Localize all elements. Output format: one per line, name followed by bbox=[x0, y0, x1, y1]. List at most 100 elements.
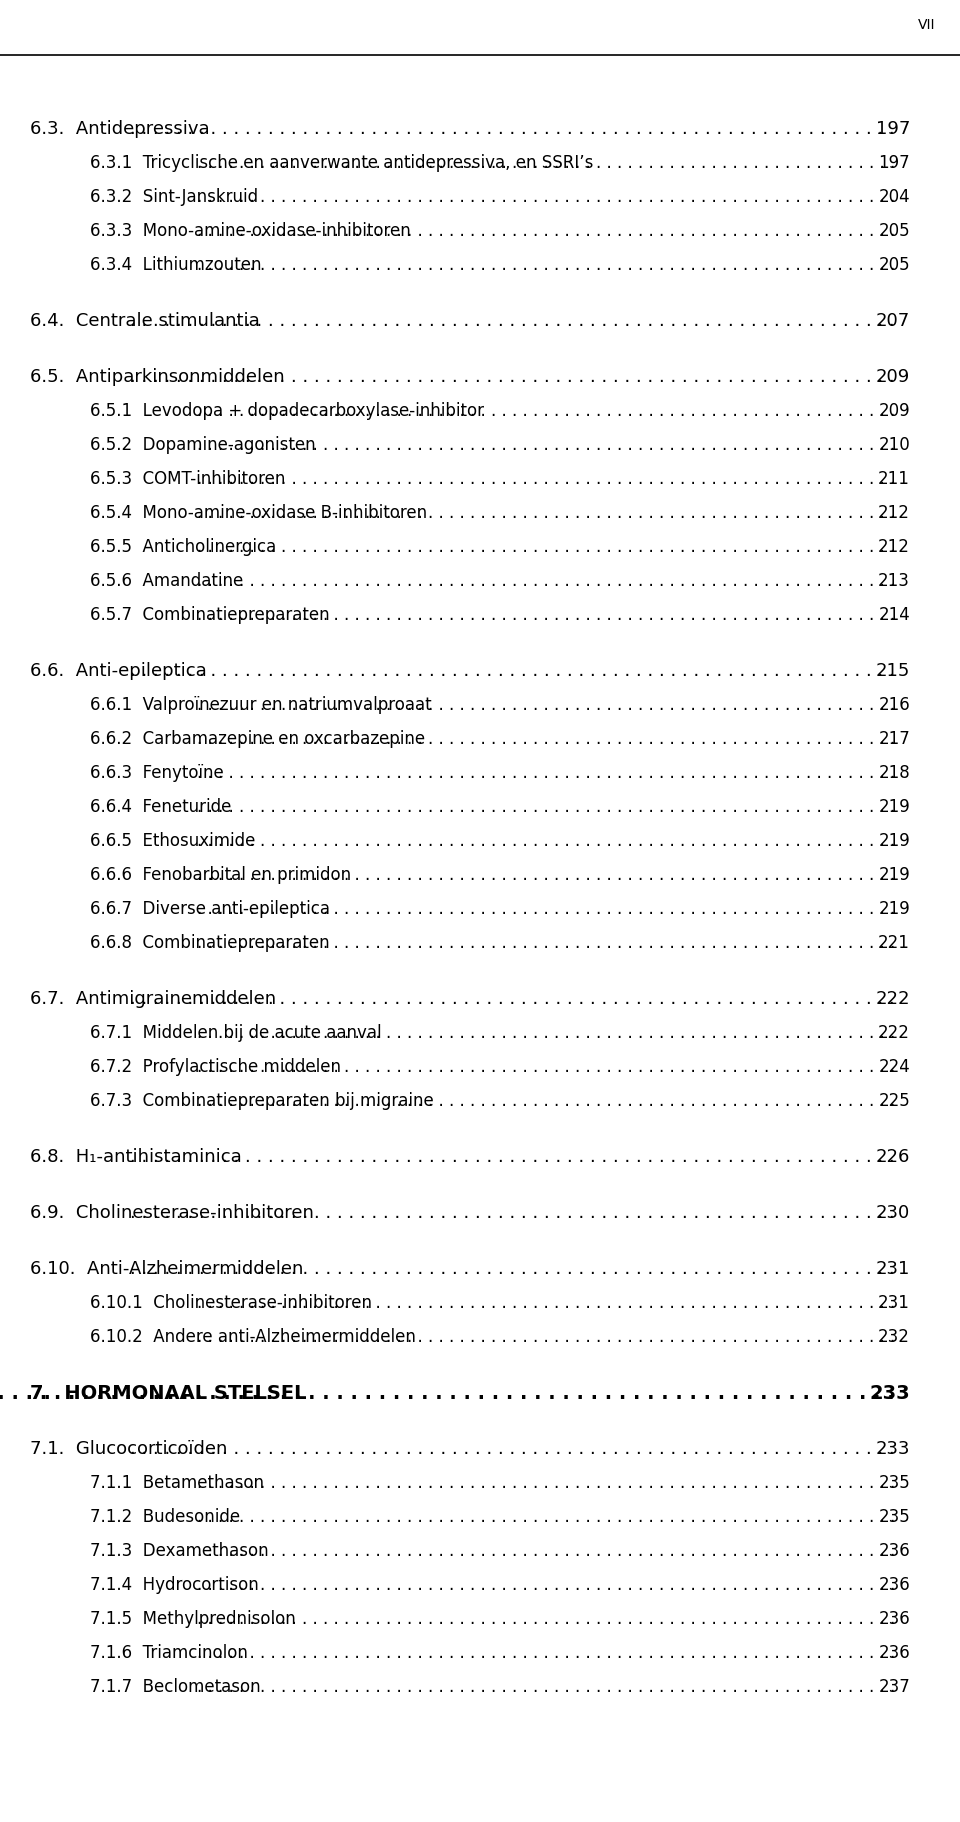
Text: 212: 212 bbox=[878, 537, 910, 556]
Text: 219: 219 bbox=[878, 833, 910, 851]
Text: VII: VII bbox=[918, 18, 935, 33]
Text: 236: 236 bbox=[878, 1643, 910, 1662]
Text: 222: 222 bbox=[876, 989, 910, 1008]
Text: 6.6.6  Fenobarbital en primidon: 6.6.6 Fenobarbital en primidon bbox=[90, 865, 351, 884]
Text: 233: 233 bbox=[876, 1439, 910, 1458]
Text: 7.1.3  Dexamethason: 7.1.3 Dexamethason bbox=[90, 1541, 269, 1560]
Text: . . . . . . . . . . . . . . . . . . . . . . . . . . . . . . . . . . . . . . . . : . . . . . . . . . . . . . . . . . . . . … bbox=[197, 798, 895, 816]
Text: 209: 209 bbox=[876, 368, 910, 386]
Text: . . . . . . . . . . . . . . . . . . . . . . . . . . . . . . . . . . . . . . . . : . . . . . . . . . . . . . . . . . . . . … bbox=[131, 661, 895, 680]
Text: . . . . . . . . . . . . . . . . . . . . . . . . . . . . . . . . . . . . . . . . : . . . . . . . . . . . . . . . . . . . . … bbox=[131, 368, 895, 386]
Text: 209: 209 bbox=[878, 403, 910, 421]
Text: . . . . . . . . . . . . . . . . . . . . . . . . . . . . . . . . . . . . . . . . : . . . . . . . . . . . . . . . . . . . . … bbox=[197, 763, 895, 782]
Text: 210: 210 bbox=[878, 435, 910, 454]
Text: 7.1.7  Beclometason: 7.1.7 Beclometason bbox=[90, 1678, 260, 1696]
Text: . . . . . . . . . . . . . . . . . . . . . . . . . . . . . . . . . . . . . . . . : . . . . . . . . . . . . . . . . . . . . … bbox=[131, 1439, 895, 1458]
Text: 6.6.  Anti-epileptica: 6.6. Anti-epileptica bbox=[30, 661, 206, 680]
Text: 6.5.7  Combinatiepreparaten: 6.5.7 Combinatiepreparaten bbox=[90, 607, 329, 623]
Text: 235: 235 bbox=[878, 1474, 910, 1492]
Text: 6.5.6  Amandatine: 6.5.6 Amandatine bbox=[90, 572, 243, 590]
Text: 219: 219 bbox=[878, 865, 910, 884]
Text: 6.10.2  Andere anti-Alzheimermiddelen: 6.10.2 Andere anti-Alzheimermiddelen bbox=[90, 1328, 416, 1346]
Text: 6.5.5  Anticholinergica: 6.5.5 Anticholinergica bbox=[90, 537, 276, 556]
Text: 6.6.7  Diverse anti-epileptica: 6.6.7 Diverse anti-epileptica bbox=[90, 900, 330, 918]
Text: 6.6.5  Ethosuximide: 6.6.5 Ethosuximide bbox=[90, 833, 255, 851]
Text: 6.4.  Centrale stimulantia: 6.4. Centrale stimulantia bbox=[30, 312, 260, 330]
Text: 7.1.5  Methylprednisolon: 7.1.5 Methylprednisolon bbox=[90, 1611, 296, 1629]
Text: . . . . . . . . . . . . . . . . . . . . . . . . . . . . . . . . . . . . . . . . : . . . . . . . . . . . . . . . . . . . . … bbox=[197, 1024, 895, 1042]
Text: 6.5.1  Levodopa + dopadecarboxylase-inhibitor: 6.5.1 Levodopa + dopadecarboxylase-inhib… bbox=[90, 403, 484, 421]
Text: . . . . . . . . . . . . . . . . . . . . . . . . . . . . . . . . . . . . . . . . : . . . . . . . . . . . . . . . . . . . . … bbox=[197, 1328, 895, 1346]
Text: . . . . . . . . . . . . . . . . . . . . . . . . . . . . . . . . . . . . . . . . : . . . . . . . . . . . . . . . . . . . . … bbox=[197, 222, 895, 241]
Text: 216: 216 bbox=[878, 696, 910, 714]
Text: 207: 207 bbox=[876, 312, 910, 330]
Text: . . . . . . . . . . . . . . . . . . . . . . . . . . . . . . . . . . . . . . . . : . . . . . . . . . . . . . . . . . . . . … bbox=[197, 1294, 895, 1312]
Text: . . . . . . . . . . . . . . . . . . . . . . . . . . . . . . . . . . . . . . . . : . . . . . . . . . . . . . . . . . . . . … bbox=[131, 1148, 895, 1166]
Text: 6.10.  Anti-Alzheimermiddelen: 6.10. Anti-Alzheimermiddelen bbox=[30, 1261, 303, 1277]
Text: . . . . . . . . . . . . . . . . . . . . . . . . . . . . . . . . . . . . . . . . : . . . . . . . . . . . . . . . . . . . . … bbox=[197, 696, 895, 714]
Text: 6.5.  Antiparkinsonmiddelen: 6.5. Antiparkinsonmiddelen bbox=[30, 368, 284, 386]
Text: 6.3.4  Lithiumzouten: 6.3.4 Lithiumzouten bbox=[90, 257, 261, 273]
Text: 231: 231 bbox=[876, 1261, 910, 1277]
Text: . . . . . . . . . . . . . . . . . . . . . . . . . . . . . . . . . . . . . . . . : . . . . . . . . . . . . . . . . . . . . … bbox=[197, 1091, 895, 1110]
Text: 6.5.2  Dopamine-agonisten: 6.5.2 Dopamine-agonisten bbox=[90, 435, 316, 454]
Text: 224: 224 bbox=[878, 1059, 910, 1077]
Text: . . . . . . . . . . . . . . . . . . . . . . . . . . . . . . . . . . . . . . . . : . . . . . . . . . . . . . . . . . . . . … bbox=[197, 607, 895, 623]
Text: 6.3.1  Tricyclische en aanverwante antidepressiva, en SSRI’s: 6.3.1 Tricyclische en aanverwante antide… bbox=[90, 155, 593, 171]
Text: 205: 205 bbox=[878, 222, 910, 241]
Text: 235: 235 bbox=[878, 1509, 910, 1527]
Text: 231: 231 bbox=[878, 1294, 910, 1312]
Text: 218: 218 bbox=[878, 763, 910, 782]
Text: 6.3.  Antidepressiva: 6.3. Antidepressiva bbox=[30, 120, 209, 138]
Text: 219: 219 bbox=[878, 900, 910, 918]
Text: 232: 232 bbox=[878, 1328, 910, 1346]
Text: . . . . . . . . . . . . . . . . . . . . . . . . . . . . . . . . . . . . . . . . : . . . . . . . . . . . . . . . . . . . . … bbox=[131, 1261, 895, 1277]
Text: 6.5.4  Mono-amine-oxidase B-inhibitoren: 6.5.4 Mono-amine-oxidase B-inhibitoren bbox=[90, 505, 427, 521]
Text: 236: 236 bbox=[878, 1541, 910, 1560]
Text: . . . . . . . . . . . . . . . . . . . . . . . . . . . . . . . . . . . . . . . . : . . . . . . . . . . . . . . . . . . . . … bbox=[197, 1509, 895, 1527]
Text: 237: 237 bbox=[878, 1678, 910, 1696]
Text: . . . . . . . . . . . . . . . . . . . . . . . . . . . . . . . . . . . . . . . . : . . . . . . . . . . . . . . . . . . . . … bbox=[197, 833, 895, 851]
Text: 6.7.1  Middelen bij de acute aanval: 6.7.1 Middelen bij de acute aanval bbox=[90, 1024, 382, 1042]
Text: 197: 197 bbox=[878, 155, 910, 171]
Text: . . . . . . . . . . . . . . . . . . . . . . . . . . . . . . . . . . . . . . . . : . . . . . . . . . . . . . . . . . . . . … bbox=[197, 537, 895, 556]
Text: 6.6.2  Carbamazepine en oxcarbazepine: 6.6.2 Carbamazepine en oxcarbazepine bbox=[90, 731, 425, 749]
Text: 236: 236 bbox=[878, 1611, 910, 1629]
Text: 217: 217 bbox=[878, 731, 910, 749]
Text: . . . . . . . . . . . . . . . . . . . . . . . . . . . . . . . . . . . . . . . . : . . . . . . . . . . . . . . . . . . . . … bbox=[131, 989, 895, 1008]
Text: 204: 204 bbox=[878, 188, 910, 206]
Text: 6.8.  H₁-antihistaminica: 6.8. H₁-antihistaminica bbox=[30, 1148, 242, 1166]
Text: . . . . . . . . . . . . . . . . . . . . . . . . . . . . . . . . . . . . . . . . : . . . . . . . . . . . . . . . . . . . . … bbox=[197, 1576, 895, 1594]
Text: . . . . . . . . . . . . . . . . . . . . . . . . . . . . . . . . . . . . . . . . : . . . . . . . . . . . . . . . . . . . . … bbox=[197, 257, 895, 273]
Text: 6.10.1  Cholinesterase-inhibitoren: 6.10.1 Cholinesterase-inhibitoren bbox=[90, 1294, 372, 1312]
Text: 7.1.  Glucocorticoïden: 7.1. Glucocorticoïden bbox=[30, 1439, 228, 1458]
Text: . . . . . . . . . . . . . . . . . . . . . . . . . . . . . . . . . . . . . . . . : . . . . . . . . . . . . . . . . . . . . … bbox=[131, 312, 895, 330]
Text: 233: 233 bbox=[870, 1385, 910, 1403]
Text: 6.6.8  Combinatiepreparaten: 6.6.8 Combinatiepreparaten bbox=[90, 935, 329, 953]
Text: 6.7.  Antimigrainemiddelen: 6.7. Antimigrainemiddelen bbox=[30, 989, 276, 1008]
Text: . . . . . . . . . . . . . . . . . . . . . . . . . . . . . . . . . . . . . . . . : . . . . . . . . . . . . . . . . . . . . … bbox=[0, 1385, 895, 1403]
Text: 236: 236 bbox=[878, 1576, 910, 1594]
Text: . . . . . . . . . . . . . . . . . . . . . . . . . . . . . . . . . . . . . . . . : . . . . . . . . . . . . . . . . . . . . … bbox=[197, 1541, 895, 1560]
Text: . . . . . . . . . . . . . . . . . . . . . . . . . . . . . . . . . . . . . . . . : . . . . . . . . . . . . . . . . . . . . … bbox=[197, 935, 895, 953]
Text: 212: 212 bbox=[878, 505, 910, 521]
Text: 6.5.3  COMT-inhibitoren: 6.5.3 COMT-inhibitoren bbox=[90, 470, 285, 488]
Text: 7.  HORMONAAL STELSEL: 7. HORMONAAL STELSEL bbox=[30, 1385, 306, 1403]
Text: 214: 214 bbox=[878, 607, 910, 623]
Text: 6.6.1  Valproïnezuur en natriumvalproaat: 6.6.1 Valproïnezuur en natriumvalproaat bbox=[90, 696, 432, 714]
Text: . . . . . . . . . . . . . . . . . . . . . . . . . . . . . . . . . . . . . . . . : . . . . . . . . . . . . . . . . . . . . … bbox=[197, 155, 895, 171]
Text: 215: 215 bbox=[876, 661, 910, 680]
Text: 6.6.3  Fenytоïne: 6.6.3 Fenytоïne bbox=[90, 763, 224, 782]
Text: 219: 219 bbox=[878, 798, 910, 816]
Text: . . . . . . . . . . . . . . . . . . . . . . . . . . . . . . . . . . . . . . . . : . . . . . . . . . . . . . . . . . . . . … bbox=[197, 572, 895, 590]
Text: . . . . . . . . . . . . . . . . . . . . . . . . . . . . . . . . . . . . . . . . : . . . . . . . . . . . . . . . . . . . . … bbox=[197, 1611, 895, 1629]
Text: . . . . . . . . . . . . . . . . . . . . . . . . . . . . . . . . . . . . . . . . : . . . . . . . . . . . . . . . . . . . . … bbox=[197, 1643, 895, 1662]
Text: 222: 222 bbox=[878, 1024, 910, 1042]
Text: 7.1.1  Betamethason: 7.1.1 Betamethason bbox=[90, 1474, 264, 1492]
Text: 6.6.4  Feneturide: 6.6.4 Feneturide bbox=[90, 798, 231, 816]
Text: . . . . . . . . . . . . . . . . . . . . . . . . . . . . . . . . . . . . . . . . : . . . . . . . . . . . . . . . . . . . . … bbox=[197, 1059, 895, 1077]
Text: . . . . . . . . . . . . . . . . . . . . . . . . . . . . . . . . . . . . . . . . : . . . . . . . . . . . . . . . . . . . . … bbox=[197, 900, 895, 918]
Text: 6.3.3  Mono-amine-oxidase-inhibitoren: 6.3.3 Mono-amine-oxidase-inhibitoren bbox=[90, 222, 411, 241]
Text: 7.1.2  Budesonide: 7.1.2 Budesonide bbox=[90, 1509, 240, 1527]
Text: 6.7.2  Profylactische middelen: 6.7.2 Profylactische middelen bbox=[90, 1059, 341, 1077]
